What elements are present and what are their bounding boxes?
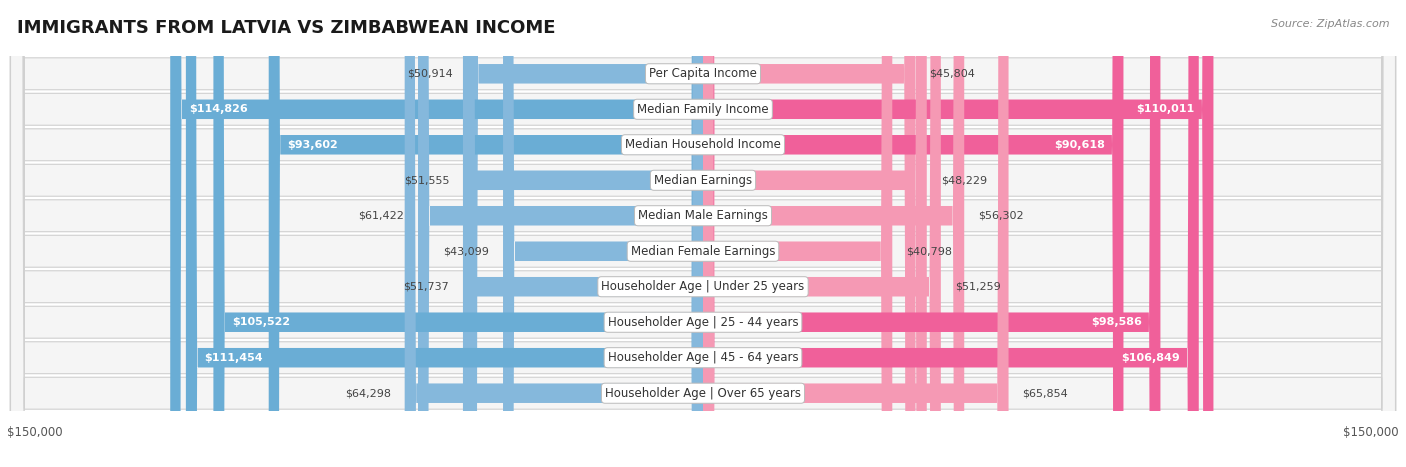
Text: $106,849: $106,849: [1122, 353, 1180, 363]
Text: $93,602: $93,602: [287, 140, 337, 150]
Text: Source: ZipAtlas.com: Source: ZipAtlas.com: [1271, 19, 1389, 28]
FancyBboxPatch shape: [10, 0, 1396, 467]
FancyBboxPatch shape: [503, 0, 703, 467]
Text: Householder Age | 45 - 64 years: Householder Age | 45 - 64 years: [607, 351, 799, 364]
FancyBboxPatch shape: [10, 0, 1396, 467]
FancyBboxPatch shape: [467, 0, 703, 467]
Text: $51,555: $51,555: [405, 175, 450, 185]
FancyBboxPatch shape: [703, 0, 915, 467]
FancyBboxPatch shape: [10, 0, 1396, 467]
Text: Per Capita Income: Per Capita Income: [650, 67, 756, 80]
Text: IMMIGRANTS FROM LATVIA VS ZIMBABWEAN INCOME: IMMIGRANTS FROM LATVIA VS ZIMBABWEAN INC…: [17, 19, 555, 37]
Text: $48,229: $48,229: [941, 175, 987, 185]
FancyBboxPatch shape: [10, 0, 1396, 467]
Text: $56,302: $56,302: [979, 211, 1024, 221]
Text: $50,914: $50,914: [408, 69, 453, 79]
FancyBboxPatch shape: [10, 0, 1396, 467]
Text: Median Household Income: Median Household Income: [626, 138, 780, 151]
Text: Median Female Earnings: Median Female Earnings: [631, 245, 775, 258]
Text: $111,454: $111,454: [204, 353, 263, 363]
Text: $105,522: $105,522: [232, 317, 290, 327]
Text: $40,798: $40,798: [907, 246, 952, 256]
FancyBboxPatch shape: [703, 0, 893, 467]
FancyBboxPatch shape: [703, 0, 1160, 467]
FancyBboxPatch shape: [10, 0, 1396, 467]
Text: $114,826: $114,826: [188, 104, 247, 114]
Text: Householder Age | Under 25 years: Householder Age | Under 25 years: [602, 280, 804, 293]
FancyBboxPatch shape: [186, 0, 703, 467]
Text: $51,737: $51,737: [404, 282, 449, 292]
Text: Householder Age | Over 65 years: Householder Age | Over 65 years: [605, 387, 801, 400]
Text: Median Earnings: Median Earnings: [654, 174, 752, 187]
Text: $43,099: $43,099: [443, 246, 489, 256]
FancyBboxPatch shape: [703, 0, 941, 467]
Text: Median Family Income: Median Family Income: [637, 103, 769, 116]
Text: $61,422: $61,422: [359, 211, 404, 221]
Text: $45,804: $45,804: [929, 69, 976, 79]
FancyBboxPatch shape: [703, 0, 1199, 467]
Text: Median Male Earnings: Median Male Earnings: [638, 209, 768, 222]
Text: $110,011: $110,011: [1136, 104, 1195, 114]
FancyBboxPatch shape: [405, 0, 703, 467]
FancyBboxPatch shape: [269, 0, 703, 467]
FancyBboxPatch shape: [703, 0, 1123, 467]
Text: $150,000: $150,000: [7, 426, 63, 439]
FancyBboxPatch shape: [703, 0, 965, 467]
Text: $64,298: $64,298: [344, 388, 391, 398]
FancyBboxPatch shape: [463, 0, 703, 467]
Text: $90,618: $90,618: [1054, 140, 1105, 150]
FancyBboxPatch shape: [10, 0, 1396, 467]
FancyBboxPatch shape: [418, 0, 703, 467]
FancyBboxPatch shape: [214, 0, 703, 467]
FancyBboxPatch shape: [703, 0, 1008, 467]
Text: $98,586: $98,586: [1091, 317, 1142, 327]
Text: Householder Age | 25 - 44 years: Householder Age | 25 - 44 years: [607, 316, 799, 329]
FancyBboxPatch shape: [10, 0, 1396, 467]
Text: $65,854: $65,854: [1022, 388, 1069, 398]
FancyBboxPatch shape: [703, 0, 1213, 467]
Text: $150,000: $150,000: [1343, 426, 1399, 439]
Text: $51,259: $51,259: [955, 282, 1001, 292]
FancyBboxPatch shape: [170, 0, 703, 467]
FancyBboxPatch shape: [10, 0, 1396, 467]
FancyBboxPatch shape: [10, 0, 1396, 467]
FancyBboxPatch shape: [703, 0, 927, 467]
FancyBboxPatch shape: [464, 0, 703, 467]
